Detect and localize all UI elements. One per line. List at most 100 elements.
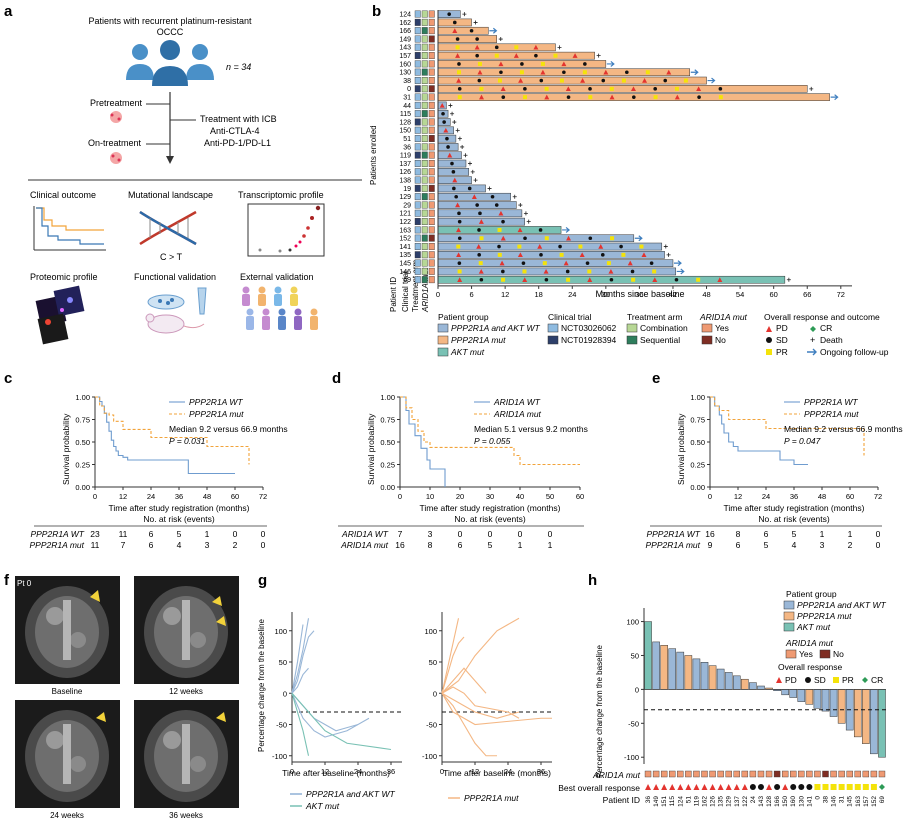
caption-baseline: Baseline <box>52 687 83 696</box>
waterfall-bar-115 <box>668 648 677 690</box>
h-arid-cell <box>838 770 845 778</box>
sd-marker <box>619 244 623 249</box>
sd-marker <box>674 277 679 282</box>
h-patient-id: 115 <box>669 796 676 807</box>
km-risk-value: 7 <box>398 529 403 539</box>
waterfall-bar-130 <box>797 689 806 702</box>
ongoing-arrow <box>830 94 839 101</box>
km-risk-value: 7 <box>121 540 126 550</box>
h-patient-id: 129 <box>726 796 733 807</box>
h-sd-marker <box>749 784 756 790</box>
sd-marker <box>630 269 635 274</box>
panel-letter-d: d <box>332 370 341 387</box>
ongoing-arrow <box>707 77 716 84</box>
h-patient-id: 141 <box>806 796 813 807</box>
waterfall-bar-151 <box>660 645 668 690</box>
pr-marker <box>497 252 502 257</box>
trial-cell <box>414 151 421 159</box>
km-legend-mut: PPP2R1A mut <box>804 409 859 419</box>
ongoing-arrow <box>562 226 571 233</box>
h-arid-cell <box>781 770 789 778</box>
h-ytick-label: -100 <box>624 753 639 762</box>
h-arid-cell <box>846 770 853 778</box>
h-patient-id: 128 <box>766 796 773 807</box>
h-arid-cell <box>862 770 870 778</box>
patient-id-126: 126 <box>399 169 411 176</box>
sd-marker <box>451 170 456 174</box>
spider-line <box>441 692 497 757</box>
h-pr-marker <box>854 784 861 790</box>
pd-marker <box>566 235 572 241</box>
pd-marker <box>609 94 615 100</box>
pd-marker <box>478 219 484 224</box>
km-ytick-label: 0.00 <box>75 483 90 492</box>
trial-cell <box>414 93 421 101</box>
trial-cell <box>414 276 421 284</box>
h-sd-marker <box>757 784 764 790</box>
tile-mutational-landscape: Mutational landscape <box>128 190 213 200</box>
sd-marker <box>649 261 654 265</box>
h-patient-id: 157 <box>863 796 870 807</box>
km-ytick-label: 1.00 <box>690 393 705 402</box>
patient-id-160: 160 <box>399 61 411 68</box>
sd-marker <box>501 269 505 274</box>
pd-marker <box>455 53 461 58</box>
spider-ytick-label: 50 <box>279 658 287 667</box>
arid-cell <box>428 168 435 176</box>
km-risk-value: 1 <box>820 529 825 539</box>
sd-marker <box>499 70 503 75</box>
volcano-plot-icon <box>247 203 325 257</box>
km-xtick-label: 0 <box>708 492 712 501</box>
sd-marker <box>497 244 501 249</box>
km-risk-label: PPP2R1A WT <box>30 529 84 539</box>
h-arid-cell <box>725 770 732 778</box>
sd-marker <box>521 261 526 265</box>
km-xtick-label: 24 <box>762 492 770 501</box>
pd-marker <box>565 86 571 92</box>
km-xtick-label: 12 <box>119 492 127 501</box>
arm-cell <box>421 135 428 143</box>
patient-id-label: Patient ID <box>389 277 398 312</box>
spider-xtick-label: 24 <box>504 767 512 776</box>
h-pd-marker <box>693 784 700 790</box>
pd-marker <box>447 152 453 158</box>
spider-xtick-label: 0 <box>440 767 444 776</box>
pd-marker <box>580 78 586 83</box>
panel-a: Patients with recurrent platinum-resista… <box>28 16 362 345</box>
h-arid-cell <box>685 770 692 778</box>
ct-scan-24-weeks <box>15 700 120 808</box>
sd-marker <box>452 20 457 25</box>
trial-cell <box>414 110 421 118</box>
legend-group-wt: PPP2R1A and AKT WT <box>451 323 540 333</box>
km-risk-value: 8 <box>428 540 433 550</box>
arid-cell <box>428 35 435 43</box>
pd-marker <box>608 268 614 274</box>
dna-label: C > T <box>160 252 183 262</box>
sd-marker <box>583 62 587 66</box>
km-risk-title: No. at risk (events) <box>758 514 829 524</box>
panel-letter-b: b <box>372 3 381 20</box>
waterfall-bar-163 <box>853 689 862 738</box>
patient-id-19: 19 <box>403 186 411 193</box>
pd-marker <box>456 227 462 233</box>
swim-bar-19 <box>437 184 486 193</box>
spider-xtick-label: 0 <box>290 767 294 776</box>
sd-marker <box>501 95 506 99</box>
km-ytick-label: 0.25 <box>75 461 90 470</box>
b-legend: Patient group PPP2R1A and AKT WT PPP2R1A… <box>437 312 889 357</box>
pr-marker <box>696 277 701 282</box>
pr-marker <box>544 86 549 91</box>
arid1a-label: ARID1A mut <box>421 267 430 313</box>
arm-cell <box>421 193 428 201</box>
h-pd-marker <box>653 784 660 790</box>
arid-cell <box>428 193 435 201</box>
h-sd-marker <box>798 784 805 790</box>
h-arid-cell <box>790 770 797 778</box>
sd-marker <box>562 70 566 75</box>
h-legend-wt: PPP2R1A and AKT WT <box>797 600 886 610</box>
arm-cell <box>421 276 428 284</box>
patient-id-130: 130 <box>399 70 411 77</box>
km-ytick-label: 1.00 <box>75 393 90 402</box>
km-legend-wt: PPP2R1A WT <box>804 397 858 407</box>
g-legend-ppp: PPP2R1A mut <box>464 793 519 803</box>
